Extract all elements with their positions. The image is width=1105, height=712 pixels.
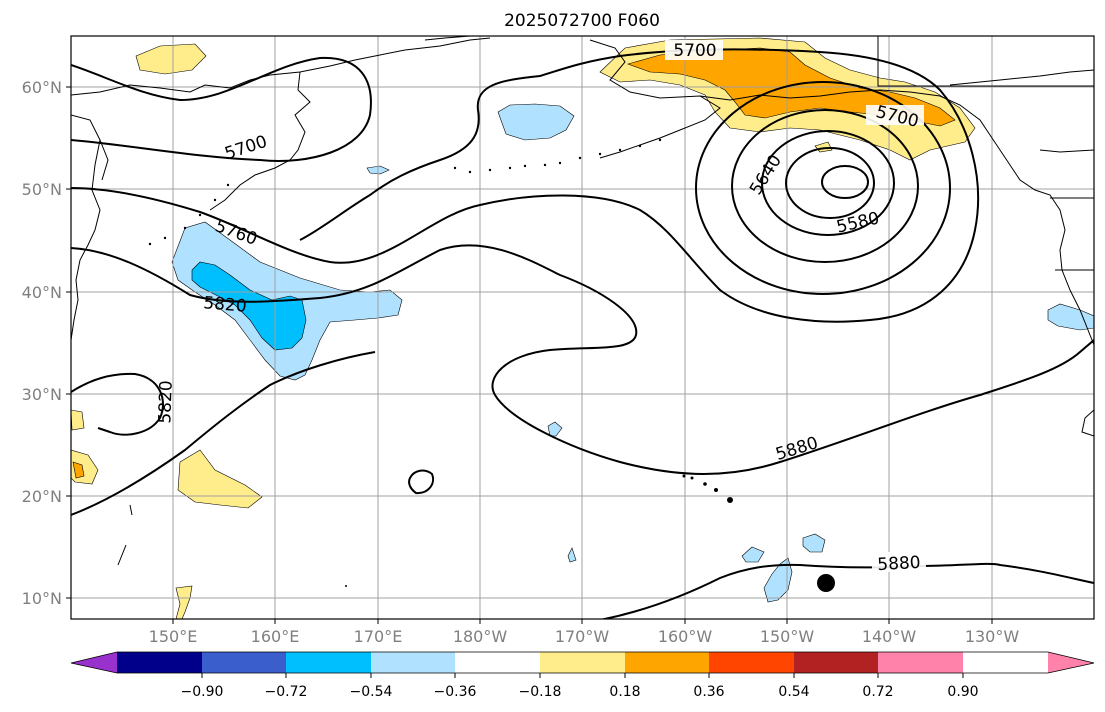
colorbar-segment — [371, 652, 455, 673]
lon-label: 170°E — [354, 627, 403, 646]
lon-label: 150°W — [760, 627, 815, 646]
colorbar-segment — [794, 652, 878, 673]
colorbar-extend-low — [71, 652, 117, 673]
height-contours — [71, 48, 1094, 619]
lat-label: 10°N — [22, 589, 62, 608]
colorbar-segment — [455, 652, 540, 673]
colorbar-label: −0.18 — [519, 684, 562, 700]
colorbar-label: −0.90 — [181, 684, 224, 700]
contour-label-5700-alaska: 5700 — [673, 41, 716, 61]
storm-position-dot — [817, 574, 835, 592]
colorbar-segment — [202, 652, 286, 673]
colorbar-label: 0.18 — [609, 684, 640, 700]
tick-marks — [66, 86, 993, 624]
colorbar-segment — [625, 652, 709, 673]
colorbar-ticks — [201, 673, 964, 678]
lon-label: 130°W — [965, 627, 1020, 646]
colorbar-label: 0.54 — [778, 684, 809, 700]
colorbar-label: −0.54 — [350, 684, 393, 700]
latitude-labels: 10°N 20°N 30°N 40°N 50°N 60°N — [22, 78, 62, 608]
lon-label: 140°W — [862, 627, 917, 646]
lat-label: 40°N — [22, 283, 62, 302]
lat-label: 30°N — [22, 385, 62, 404]
island-chain — [148, 138, 733, 587]
contour-label-5880-south: 5880 — [877, 553, 921, 575]
colorbar-label: −0.36 — [434, 684, 477, 700]
colorbar: −0.90 −0.72 −0.54 −0.36 −0.18 0.18 0.36 … — [70, 651, 1095, 700]
colorbar-segment — [540, 652, 625, 673]
gridlines — [71, 36, 1094, 619]
lon-label: 150°E — [149, 627, 198, 646]
lon-label: 180°W — [453, 627, 508, 646]
colorbar-segments — [117, 652, 1048, 673]
colorbar-label: 0.36 — [693, 684, 724, 700]
colorbar-segment — [963, 652, 1048, 673]
contour-label-5820-south: 5820 — [155, 380, 176, 424]
colorbar-label: 0.72 — [862, 684, 893, 700]
colorbar-segment — [286, 652, 371, 673]
lat-label: 60°N — [22, 78, 62, 97]
longitude-labels: 150°E 160°E 170°E 180°W 170°W 160°W 150°… — [149, 627, 1020, 646]
map-title: 2025072700 F060 — [504, 11, 660, 31]
colorbar-extend-high — [1048, 652, 1094, 673]
coastlines — [71, 36, 1094, 566]
lon-label: 170°W — [555, 627, 610, 646]
contour-label-5820-west: 5820 — [203, 293, 248, 317]
lat-label: 50°N — [22, 180, 62, 199]
lon-label: 160°W — [658, 627, 713, 646]
colorbar-label: 0.90 — [947, 684, 978, 700]
colorbar-label: −0.72 — [265, 684, 308, 700]
colorbar-segment — [878, 652, 963, 673]
lat-label: 20°N — [22, 487, 62, 506]
lon-label: 160°E — [251, 627, 300, 646]
colorbar-segment — [117, 652, 202, 673]
colorbar-segment — [709, 652, 794, 673]
